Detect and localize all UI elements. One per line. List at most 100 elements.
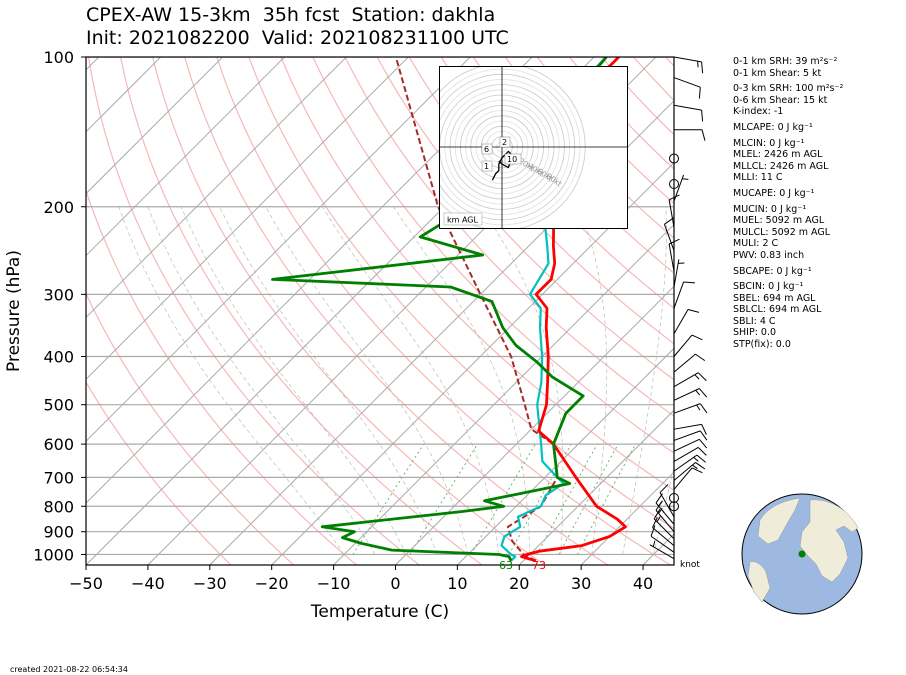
isotherm [86,57,409,381]
height-label-box [481,143,493,155]
y-tick-label: 800 [43,497,74,516]
indices-panel: 0-1 km SRH: 39 m²s⁻² 0-1 km Shear: 5 kt 0-… [733,56,843,351]
x-tick-label: −20 [255,574,289,593]
created-timestamp: created 2021-08-22 06:54:34 [10,665,128,674]
height-label-box [481,160,493,172]
index-line: K-index: -1 [733,106,784,118]
wind-barb [673,462,706,481]
index-line: MLLI: 11 C [733,172,783,184]
moist-adiabat [265,206,469,555]
height-label: 10 [507,155,517,164]
dry-adiabat [86,189,357,565]
barb-staff [650,535,675,553]
barb-staff [652,527,675,547]
barb-staff [673,281,685,309]
mixing-ratio-line [352,443,425,555]
barb-flag [695,353,706,362]
y-tick-label: 200 [43,198,74,217]
y-tick-label: 100 [43,48,74,67]
wind-barb [673,353,706,373]
barb-staff [673,104,702,111]
wind-barb [653,508,675,540]
barb-flag [696,454,707,463]
locator-globe [741,493,863,615]
barb-staff [655,509,675,533]
moist-adiabat [653,466,674,555]
barb-flag [697,372,707,382]
barb-flag [701,424,707,435]
dry-adiabat [120,57,483,565]
surface-dewpoint-label: 63 [499,559,513,572]
dry-adiabat [472,57,674,274]
barb-staff [673,353,696,373]
wind-barb [673,403,708,414]
wind-barb [669,501,679,512]
barb-staff [673,334,693,357]
surface-temperature-label: 73 [532,559,546,572]
barb-staff [673,388,700,401]
moist-adiabat [180,206,407,555]
barb-flag [687,309,700,313]
calm-circle [669,501,679,512]
index-line: SBCIN: 0 J kg⁻¹ [733,281,804,293]
x-tick-label: 20 [509,574,529,593]
wind-barb [673,467,703,490]
index-line: MLCAPE: 0 J kg⁻¹ [733,121,813,133]
hodograph-legend: km AGL [447,216,479,225]
barb-flag [683,281,695,284]
moist-adiabat [322,206,500,555]
moist-adiabat [578,206,608,555]
dry-adiabat [184,57,608,565]
barb-staff [663,224,675,251]
barb-half [658,500,663,507]
wind-barb [673,309,700,334]
hodograph-legend-box [443,212,483,226]
isotherm [518,409,674,565]
height-label: 6 [484,145,489,154]
barb-unit-label: knot [680,560,700,570]
y-axis-label: Pressure (hPa) [4,250,24,372]
barb-flag [701,110,704,122]
barb-flag [659,484,669,493]
barb-staff [673,423,702,430]
moist-adiabat [393,206,531,555]
index-line: SHIP: 0.0 [733,327,777,339]
barb-flag [691,334,703,341]
barb-half [693,456,699,462]
y-tick-label: 400 [43,348,74,367]
wind-barb [652,517,675,547]
x-tick-label: 40 [633,574,653,593]
isotherm [271,161,674,565]
height-label-box [504,153,522,165]
wind-barb [673,430,708,441]
barb-staff [673,372,699,388]
calm-circle [669,153,679,164]
moist-adiabat [481,206,564,555]
wind-barb [674,129,706,141]
height-label: 1 [484,162,489,171]
dry-adiabat [152,57,546,565]
hodograph-trace [491,150,516,181]
station-marker [798,550,806,558]
index-line: 0-1 km Shear: 5 kt [733,67,822,79]
isotherm [333,223,674,565]
x-tick-label: 10 [447,574,467,593]
barb-staff [668,243,675,272]
dry-adiabat [344,57,674,417]
barb-flag [653,508,661,520]
index-line: MULI: 2 C [733,238,779,250]
calm-circle [669,492,679,503]
barb-staff [673,462,696,481]
barb-staff [673,77,701,88]
index-line: SBEL: 694 m AGL [733,292,816,304]
wind-barb [673,281,695,309]
dry-adiabat [280,57,674,492]
index-line: MUCAPE: 0 J kg⁻¹ [733,187,815,199]
x-tick-label: −50 [69,574,103,593]
barb-half [695,389,701,396]
title-line-2: Init: 2021082200 Valid: 2021082311​00 UT… [86,27,509,49]
barb-flag [698,439,708,449]
dry-adiabat [86,292,295,565]
wind-barb [673,446,707,462]
